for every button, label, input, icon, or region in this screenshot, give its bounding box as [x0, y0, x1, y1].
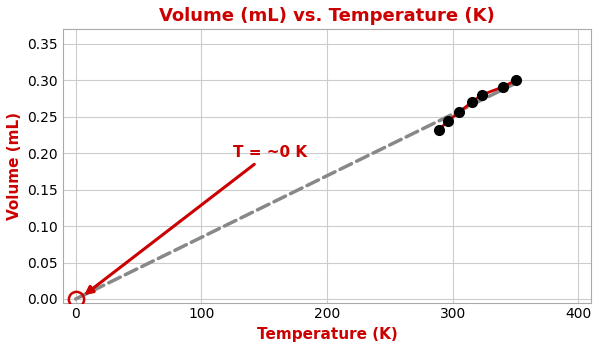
Y-axis label: Volume (mL): Volume (mL) — [7, 112, 22, 220]
Point — [454, 110, 464, 115]
Text: T = ~0 K: T = ~0 K — [87, 145, 307, 293]
Point — [511, 77, 520, 83]
X-axis label: Temperature (K): Temperature (K) — [257, 327, 397, 342]
Point — [477, 92, 487, 98]
Point — [467, 99, 476, 105]
Title: Volume (mL) vs. Temperature (K): Volume (mL) vs. Temperature (K) — [159, 7, 495, 25]
Point — [498, 84, 508, 90]
Point — [443, 118, 452, 124]
Point — [434, 127, 444, 133]
